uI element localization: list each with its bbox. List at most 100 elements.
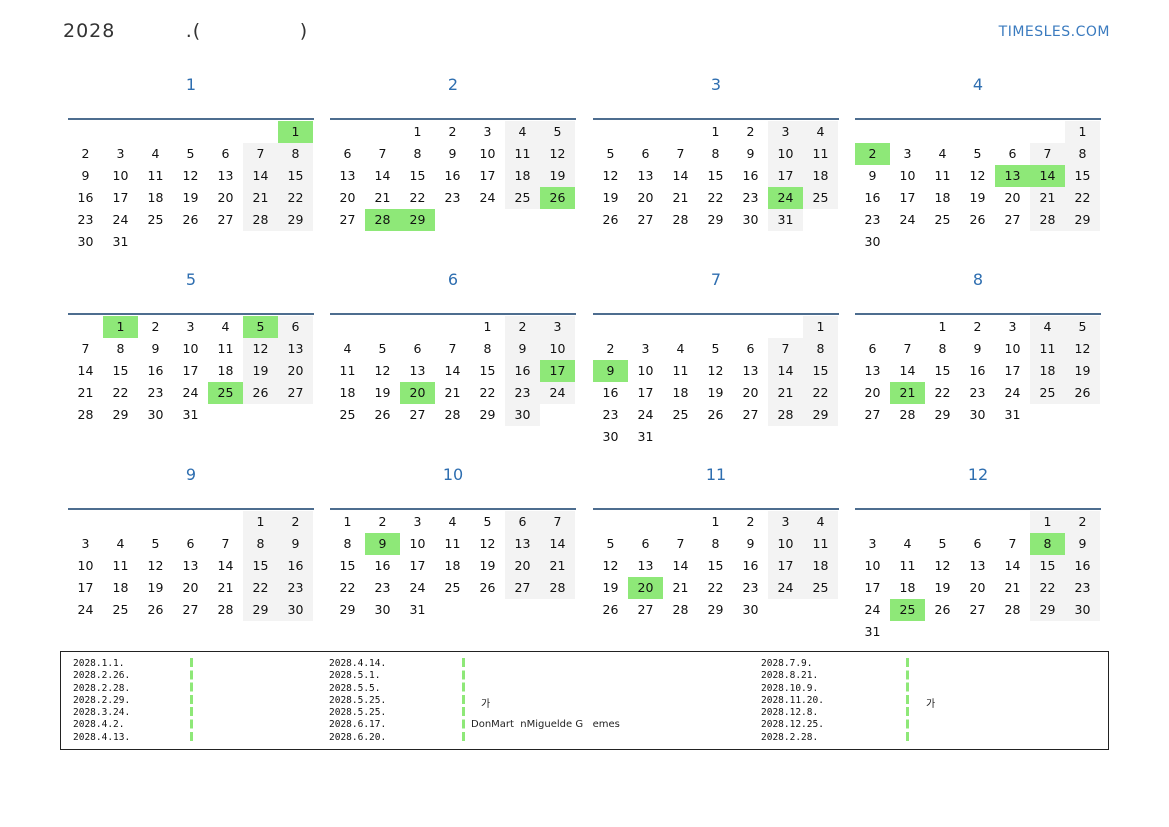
day-cell[interactable]: 21 [1004,580,1021,595]
day-cell[interactable]: 29 [1065,209,1100,231]
day-cell[interactable]: 8 [243,533,278,555]
day-cell[interactable]: 29 [339,602,356,617]
day-cell[interactable]: 21 [672,190,689,205]
day-cell[interactable]: 16 [374,558,391,573]
day-cell[interactable]: 22 [1065,187,1100,209]
day-cell[interactable]: 9 [505,338,540,360]
day-cell[interactable]: 19 [479,558,496,573]
day-cell[interactable]: 6 [868,341,877,356]
day-cell[interactable]: 12 [707,363,724,378]
day-cell[interactable]: 16 [742,168,759,183]
day-cell[interactable]: 24 [768,187,803,209]
day-cell[interactable]: 30 [864,234,881,249]
day-cell[interactable]: 17 [182,363,199,378]
day-cell[interactable]: 4 [221,319,230,334]
day-cell[interactable]: 23 [969,385,986,400]
day-cell[interactable]: 5 [973,146,982,161]
day-cell[interactable]: 22 [707,190,724,205]
day-cell[interactable]: 16 [77,190,94,205]
day-cell[interactable]: 12 [602,168,619,183]
day-cell[interactable]: 1 [243,511,278,533]
day-cell[interactable]: 18 [444,558,461,573]
day-cell[interactable]: 21 [890,382,925,404]
day-cell[interactable]: 31 [1004,407,1021,422]
day-cell[interactable]: 3 [1008,319,1017,334]
day-cell[interactable]: 2 [278,511,313,533]
day-cell[interactable]: 8 [343,536,352,551]
day-cell[interactable]: 6 [1008,146,1017,161]
day-cell[interactable]: 19 [969,190,986,205]
day-cell[interactable]: 17 [864,580,881,595]
day-cell[interactable]: 20 [339,190,356,205]
day-cell[interactable]: 11 [803,143,838,165]
day-cell[interactable]: 9 [1065,533,1100,555]
day-cell[interactable]: 31 [409,602,426,617]
day-cell[interactable]: 11 [444,536,461,551]
day-cell[interactable]: 5 [540,121,575,143]
day-cell[interactable]: 26 [182,212,199,227]
day-cell[interactable]: 19 [602,580,619,595]
day-cell[interactable]: 8 [483,341,492,356]
day-cell[interactable]: 13 [409,363,426,378]
day-cell[interactable]: 25 [672,407,689,422]
day-cell[interactable]: 4 [505,121,540,143]
day-cell[interactable]: 27 [969,602,986,617]
day-cell[interactable]: 28 [77,407,94,422]
day-cell[interactable]: 11 [803,533,838,555]
day-cell[interactable]: 6 [278,316,313,338]
day-cell[interactable]: 10 [768,533,803,555]
day-cell[interactable]: 26 [969,212,986,227]
day-cell[interactable]: 30 [602,429,619,444]
day-cell[interactable]: 7 [1030,143,1065,165]
day-cell[interactable]: 6 [186,536,195,551]
day-cell[interactable]: 25 [505,187,540,209]
day-cell[interactable]: 27 [864,407,881,422]
day-cell[interactable]: 24 [637,407,654,422]
day-cell[interactable]: 25 [112,602,129,617]
day-cell[interactable]: 20 [278,360,313,382]
day-cell[interactable]: 8 [938,341,947,356]
day-cell[interactable]: 20 [505,555,540,577]
day-cell[interactable]: 28 [444,407,461,422]
day-cell[interactable]: 28 [365,209,400,231]
day-cell[interactable]: 22 [112,385,129,400]
day-cell[interactable]: 3 [903,146,912,161]
day-cell[interactable]: 29 [707,212,724,227]
day-cell[interactable]: 17 [479,168,496,183]
day-cell[interactable]: 1 [343,514,352,529]
day-cell[interactable]: 12 [934,558,951,573]
day-cell[interactable]: 26 [243,382,278,404]
day-cell[interactable]: 30 [374,602,391,617]
day-cell[interactable]: 25 [147,212,164,227]
site-link[interactable]: TIMESLES.COM [998,24,1110,40]
day-cell[interactable]: 28 [899,407,916,422]
day-cell[interactable]: 30 [742,602,759,617]
day-cell[interactable]: 17 [1004,363,1021,378]
day-cell[interactable]: 10 [182,341,199,356]
day-cell[interactable]: 31 [112,234,129,249]
day-cell[interactable]: 31 [637,429,654,444]
day-cell[interactable]: 29 [479,407,496,422]
day-cell[interactable]: 8 [1030,533,1065,555]
day-cell[interactable]: 13 [182,558,199,573]
day-cell[interactable]: 16 [969,363,986,378]
day-cell[interactable]: 4 [343,341,352,356]
day-cell[interactable]: 22 [803,382,838,404]
day-cell[interactable]: 9 [278,533,313,555]
day-cell[interactable]: 14 [217,558,234,573]
day-cell[interactable]: 15 [409,168,426,183]
day-cell[interactable]: 28 [540,577,575,599]
day-cell[interactable]: 12 [1065,338,1100,360]
day-cell[interactable]: 14 [672,558,689,573]
day-cell[interactable]: 26 [602,602,619,617]
day-cell[interactable]: 14 [243,165,278,187]
day-cell[interactable]: 7 [448,341,457,356]
day-cell[interactable]: 4 [803,121,838,143]
day-cell[interactable]: 18 [217,363,234,378]
day-cell[interactable]: 3 [81,536,90,551]
day-cell[interactable]: 22 [1030,577,1065,599]
day-cell[interactable]: 12 [374,363,391,378]
day-cell[interactable]: 12 [969,168,986,183]
day-cell[interactable]: 25 [803,187,838,209]
day-cell[interactable]: 9 [746,536,755,551]
